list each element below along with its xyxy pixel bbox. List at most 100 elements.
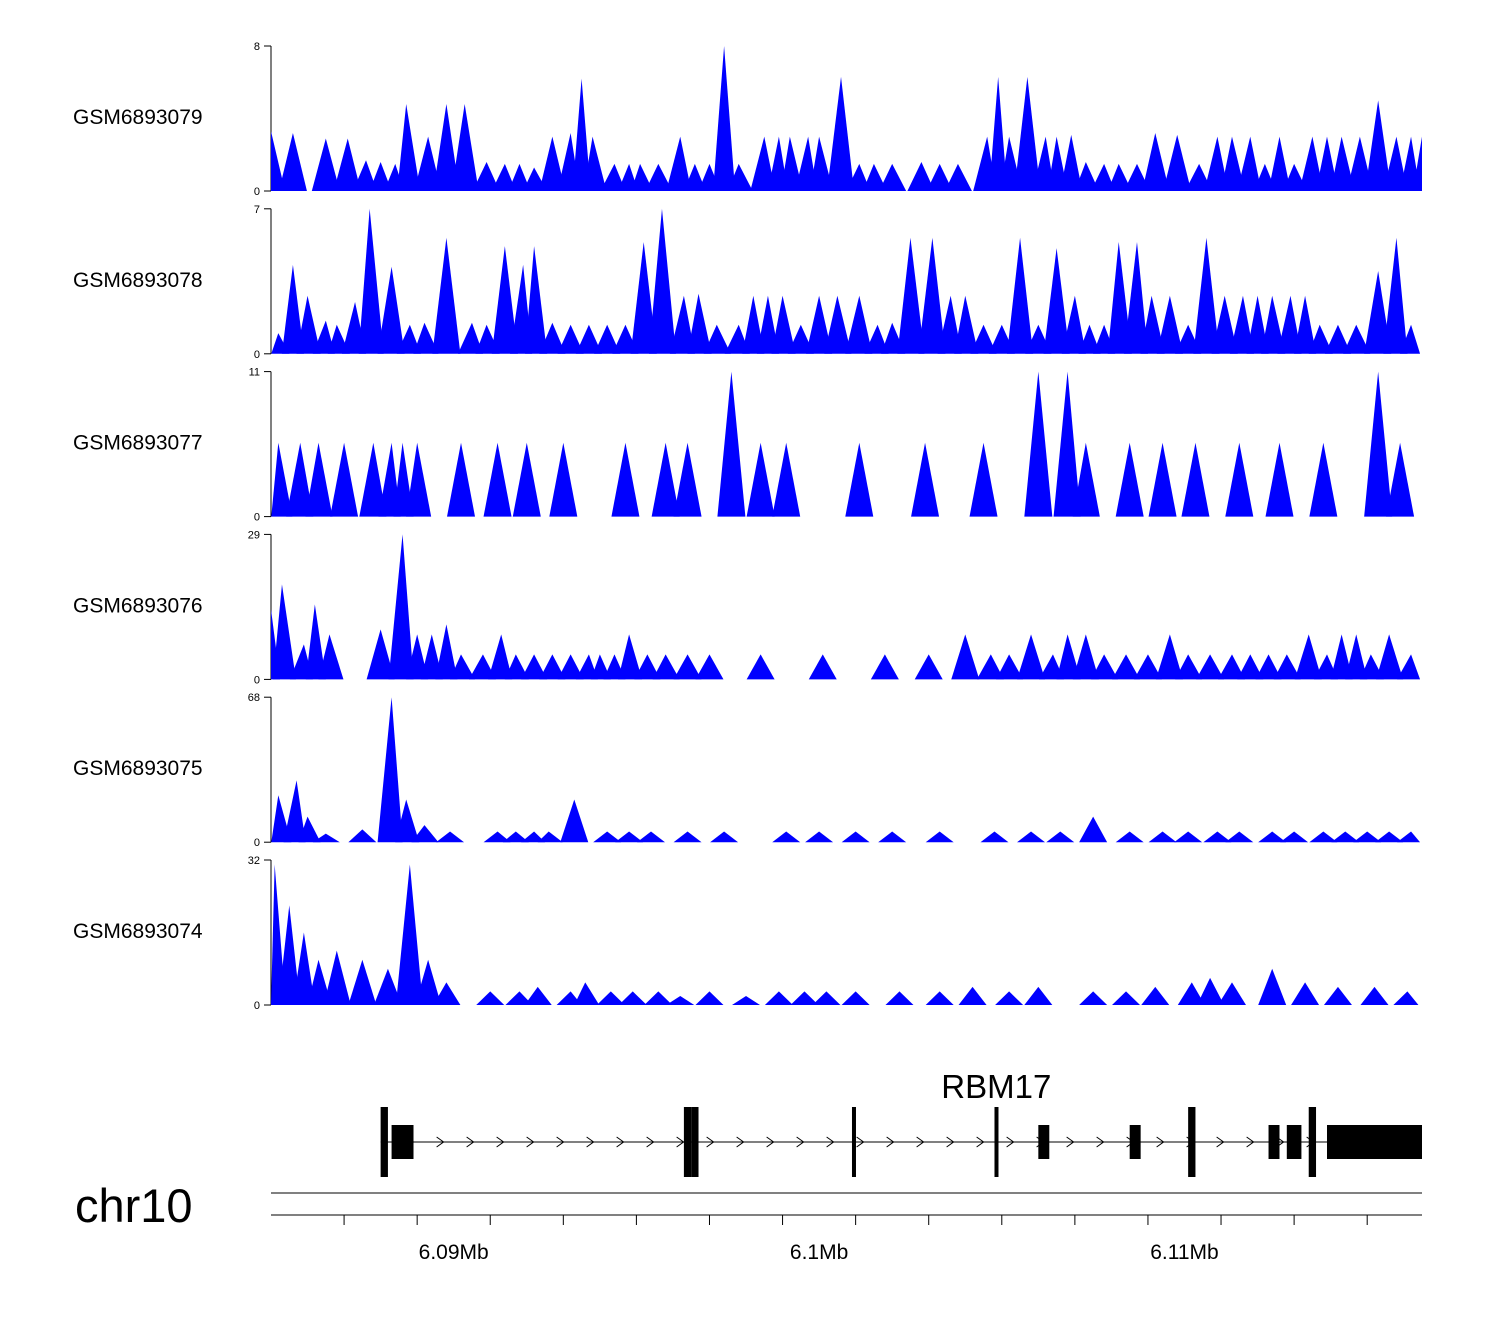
track-label: GSM6893079 [73,106,203,129]
peak-mark [1375,831,1404,843]
peak-mark [1115,831,1144,843]
peak-mark [483,831,511,843]
peak-mark [746,442,775,517]
peak-mark [1174,831,1203,843]
peak-mark [1217,654,1246,680]
peak-mark [1193,237,1220,354]
peak-mark [911,442,940,517]
strand-arrow [796,1136,805,1148]
peak-mark [1141,986,1170,1005]
track-GSM6893077: GSM6893077 11 0 [73,367,1415,524]
peak-mark [512,442,541,517]
peak-mark [1140,295,1165,354]
peak-mark [1277,295,1302,354]
peak-mark [1412,136,1422,191]
peak-mark [397,104,421,191]
peak-mark [575,324,602,354]
exon-block [683,1107,692,1177]
peak-mark [806,295,833,354]
peak-mark [885,991,914,1005]
peak-mark [352,160,378,191]
peak-mark [420,634,443,680]
peak-mark [415,959,442,1005]
coverage-tracks: GSM689307980GSM689307870GSM6893077110GSM… [73,41,1422,1012]
peak-mark [312,833,340,843]
peak-mark [812,991,841,1005]
exon-block [851,1107,856,1177]
peak-mark [710,831,739,843]
peak-mark [1330,634,1353,680]
peak-mark [271,442,293,517]
peak-mark [976,654,1004,680]
peak-mark [1107,241,1132,354]
peak-mark [958,986,987,1005]
strand-arrow [1156,1136,1165,1148]
peak-mark [451,104,479,191]
peak-mark [1309,442,1338,517]
peak-mark [1142,133,1170,191]
strand-arrow [946,1136,955,1148]
strand-arrow [916,1136,925,1148]
peak-mark [539,136,566,191]
strand-arrow [616,1136,625,1148]
track-label: GSM6893077 [73,432,203,455]
track-GSM6893074: GSM6893074 32 0 [73,855,1419,1012]
strand-arrow [1006,1136,1015,1148]
peak-mark [864,324,889,354]
peak-mark [969,442,998,517]
peak-mark [468,654,496,680]
peak-mark [695,654,724,680]
strand-arrow [496,1136,505,1148]
peak-mark [1017,634,1046,680]
strand-arrow [976,1136,985,1148]
strand-arrow [586,1136,595,1148]
peak-mark [395,799,420,843]
peak-mark [695,991,724,1005]
peak-mark [323,950,351,1005]
gene-annotation-track: RBM17 [380,1068,1422,1177]
peak-mark [703,324,731,354]
strand-arrow [736,1136,745,1148]
exon-block [1038,1125,1050,1159]
strand-arrow [436,1136,445,1148]
peak-mark [1175,654,1203,680]
peak-mark [483,442,512,517]
peak-mark [1091,654,1119,680]
y-max-label: 11 [249,367,260,379]
peak-mark [1007,237,1034,354]
peak-mark [1330,136,1355,191]
peak-mark [436,831,465,843]
axis-tick-label: 6.1Mb [790,1241,848,1264]
peak-mark [449,654,476,680]
peak-mark [1397,831,1421,843]
peak-mark [756,295,779,354]
peak-mark [673,654,702,680]
track-GSM6893076: GSM6893076 29 0 [73,529,1421,686]
track-GSM6893079: GSM6893079 8 0 [73,41,1422,198]
peak-mark [666,136,692,191]
peak-mark [378,442,401,517]
peak-mark [1268,136,1291,191]
peak-mark [925,831,954,843]
peak-mark [272,584,296,680]
peak-mark [618,163,639,191]
peak-mark [366,629,395,680]
peak-mark [433,982,461,1005]
peak-mark [1255,654,1282,680]
axis-tick-label: 6.09Mb [419,1241,489,1264]
peak-mark [1038,654,1064,680]
peak-mark [1155,634,1183,680]
peak-mark [1309,831,1338,843]
peak-mark [1133,654,1162,680]
peak-mark [1225,831,1254,843]
peak-mark [305,442,333,517]
peak-mark [1280,831,1309,843]
peak-mark [808,654,837,680]
peak-mark [750,136,776,191]
y-zero-label: 0 [254,186,260,198]
peak-mark [271,864,286,1005]
peak-mark [590,654,611,680]
peak-mark [846,163,871,191]
gene-name-label: RBM17 [941,1068,1051,1105]
